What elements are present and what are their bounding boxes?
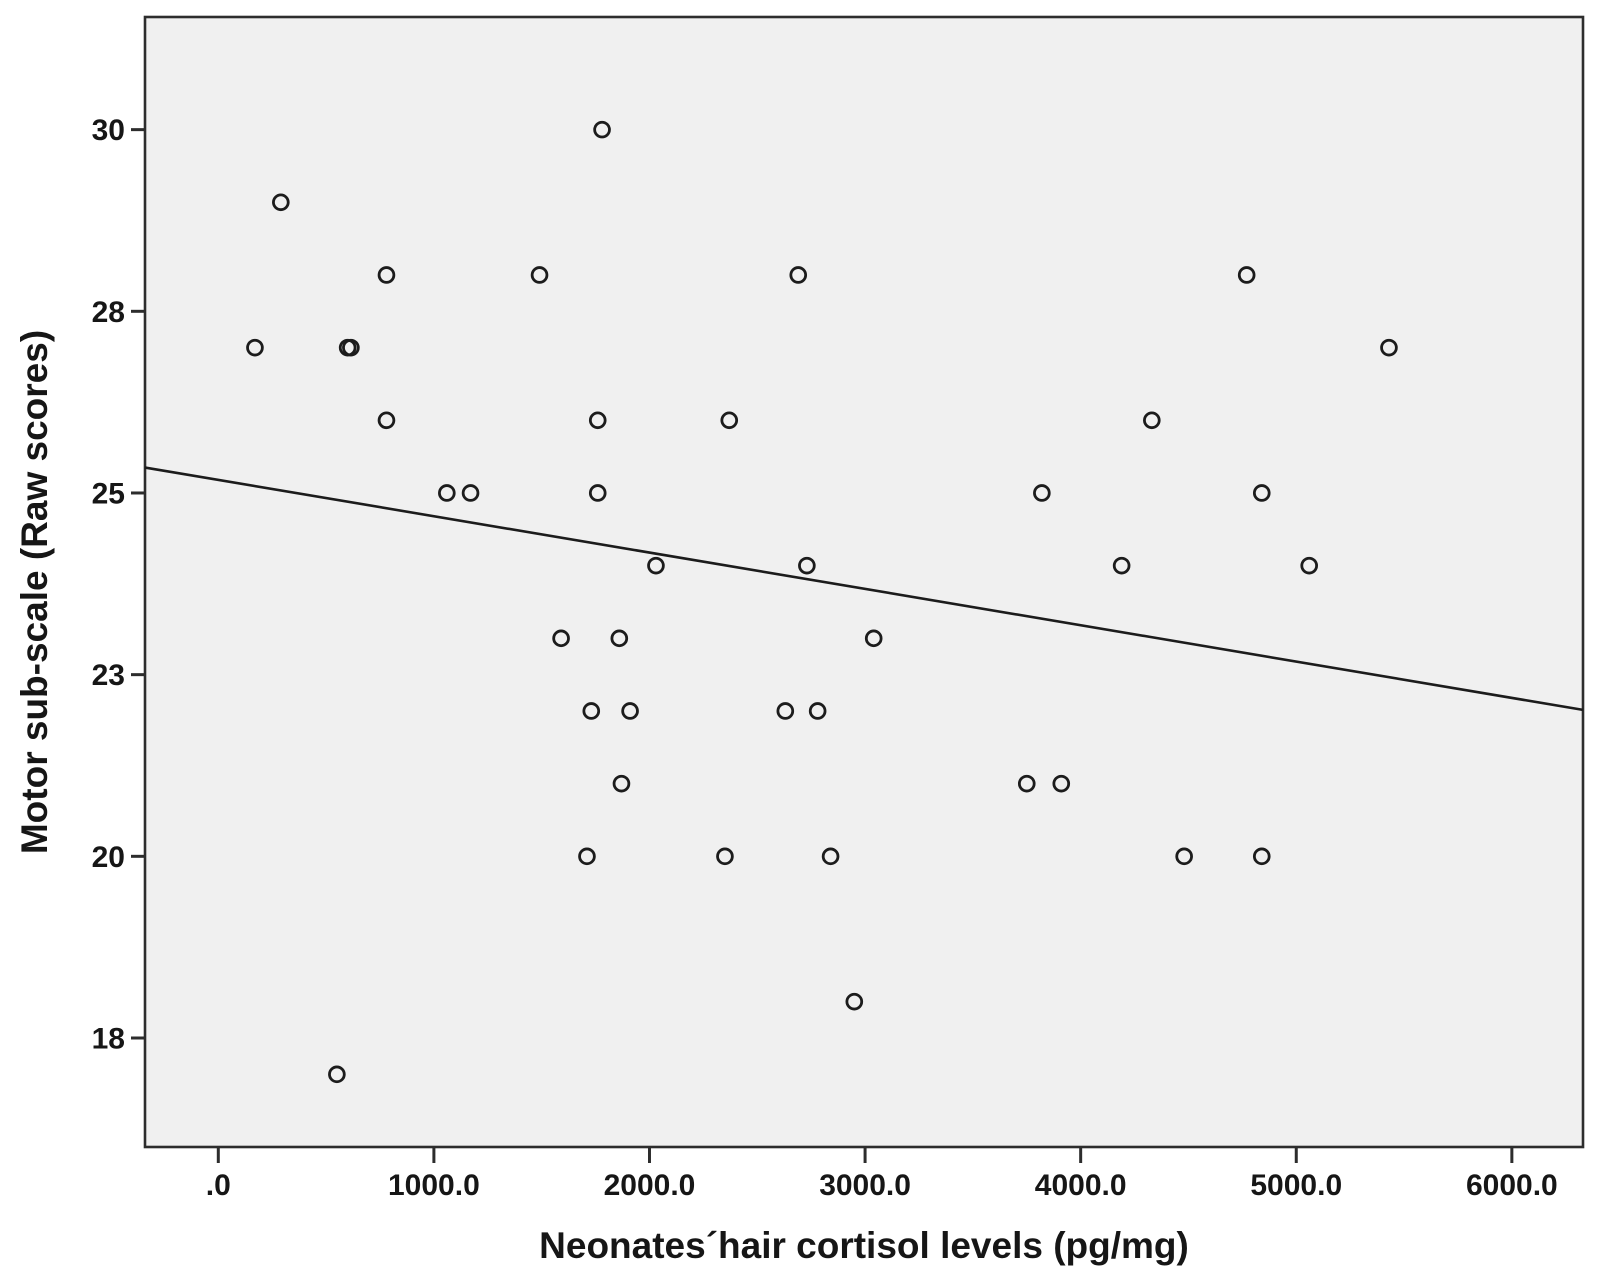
- data-point: [461, 484, 480, 502]
- data-point: [647, 556, 665, 575]
- y-tick-label: 25: [92, 477, 125, 510]
- regression-fit-line: [144, 466, 1584, 712]
- data-point: [328, 1065, 346, 1084]
- data-points: [246, 120, 1398, 1084]
- y-tick-label: 20: [92, 841, 125, 874]
- y-axis-ticks: [131, 128, 145, 1040]
- x-axis-tick-labels: .0 1000.0 2000.0 3000.0 4000.0 5000.0 6000.0: [206, 1169, 1558, 1202]
- x-tick-label: 3000.0: [819, 1169, 911, 1202]
- x-tick-label: 1000.0: [388, 1169, 480, 1202]
- data-point: [588, 484, 607, 502]
- data-point: [530, 266, 549, 284]
- y-axis-tick-labels: 30 28 25 23 20 18: [92, 114, 125, 1055]
- data-point: [1112, 556, 1131, 575]
- data-point: [716, 847, 734, 866]
- data-point: [720, 411, 739, 430]
- data-point: [377, 266, 396, 284]
- data-point: [1300, 556, 1318, 575]
- data-point: [808, 702, 827, 720]
- data-point: [621, 702, 639, 720]
- data-point: [246, 338, 264, 357]
- data-point: [864, 629, 883, 648]
- data-point: [1052, 774, 1071, 793]
- data-point: [789, 266, 808, 284]
- data-point: [1033, 484, 1051, 502]
- data-point: [272, 193, 290, 212]
- data-point: [1017, 774, 1036, 793]
- data-point: [438, 484, 456, 502]
- plot-area: [143, 15, 1585, 1149]
- y-tick-label: 18: [92, 1022, 125, 1055]
- data-point: [821, 847, 840, 866]
- data-point: [1237, 266, 1256, 284]
- x-tick-label: 6000.0: [1466, 1169, 1558, 1202]
- y-tick-label: 30: [92, 114, 125, 147]
- x-tick-label: 5000.0: [1250, 1169, 1342, 1202]
- data-point: [593, 120, 611, 139]
- data-point: [1380, 338, 1398, 357]
- data-point: [552, 629, 570, 648]
- data-point: [1143, 411, 1161, 430]
- x-tick-label: .0: [206, 1169, 231, 1202]
- y-tick-label: 28: [92, 296, 125, 329]
- data-point: [1175, 847, 1193, 866]
- x-axis-ticks: [216, 1147, 1514, 1163]
- y-axis-title: Motor sub-scale (Raw scores): [14, 330, 55, 854]
- data-point: [845, 992, 864, 1011]
- data-point: [776, 702, 795, 720]
- data-point: [612, 774, 631, 793]
- data-point: [1252, 847, 1271, 866]
- data-point: [582, 702, 601, 720]
- data-point: [1252, 484, 1271, 502]
- x-axis-title: Neonates´hair cortisol levels (pg/mg): [539, 1225, 1189, 1266]
- x-tick-label: 2000.0: [604, 1169, 696, 1202]
- data-point: [588, 411, 607, 430]
- data-point: [610, 629, 629, 648]
- data-point: [578, 847, 596, 866]
- x-tick-label: 4000.0: [1035, 1169, 1127, 1202]
- y-tick-label: 23: [92, 659, 125, 692]
- data-point: [377, 411, 396, 430]
- data-point: [798, 556, 816, 575]
- data-point: [342, 338, 360, 357]
